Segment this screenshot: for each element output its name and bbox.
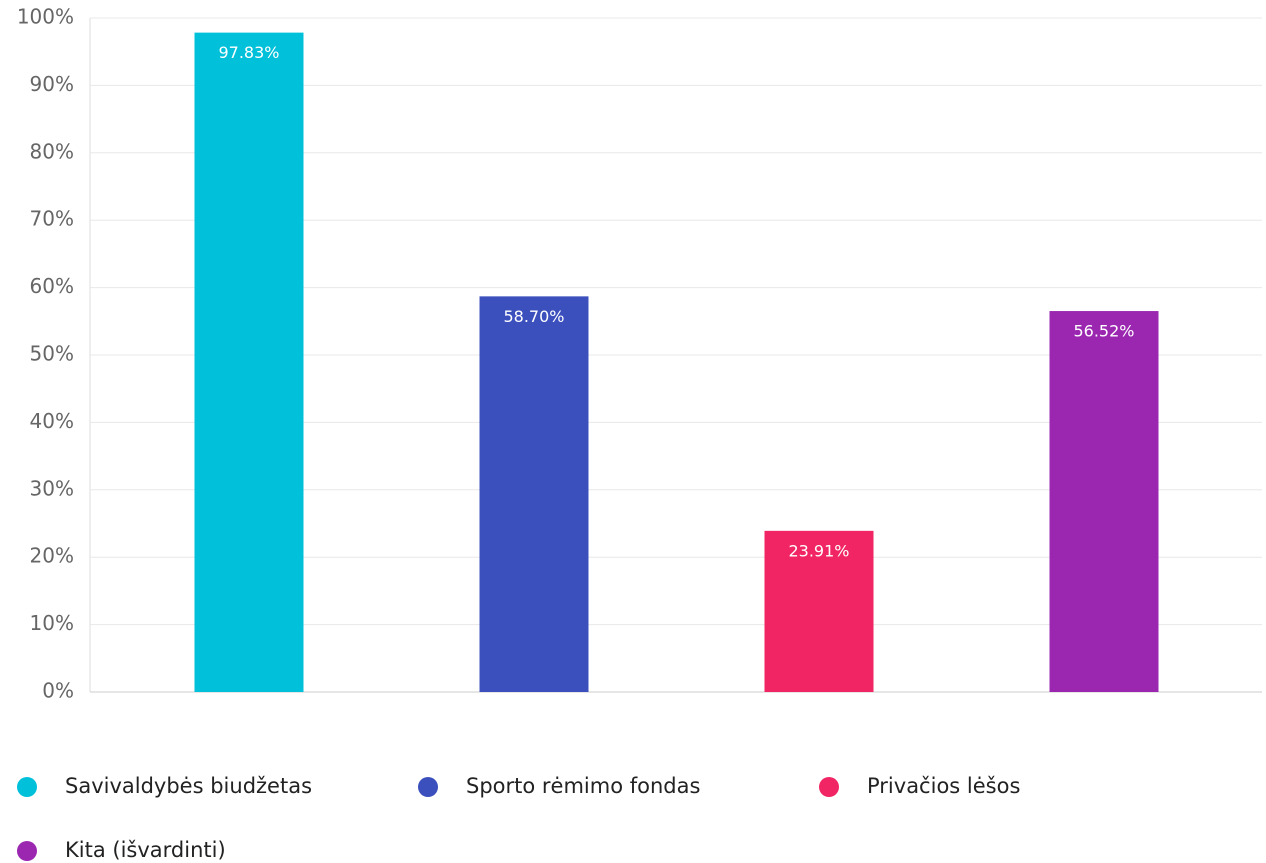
y-tick-label: 30% [30,476,74,500]
y-tick-label: 50% [30,342,74,366]
legend-marker [819,777,839,797]
y-tick-label: 10% [30,611,74,635]
legend-marker [418,777,438,797]
y-tick-label: 20% [30,544,74,568]
legend-label: Sporto rėmimo fondas [466,774,700,798]
y-tick-label: 40% [30,409,74,433]
value-label: 23.91% [788,541,849,560]
y-tick-label: 70% [30,207,74,231]
bar [764,530,874,692]
y-tick-label: 0% [42,679,74,703]
legend-label: Savivaldybės biudžetas [65,774,312,798]
legend-marker [17,777,37,797]
value-label: 97.83% [218,43,279,62]
legend-marker [17,841,37,861]
legend-label: Privačios lėšos [867,774,1020,798]
value-label: 56.52% [1073,322,1134,341]
y-tick-label: 90% [30,72,74,96]
value-label: 58.70% [503,307,564,326]
bar [194,32,304,693]
y-tick-label: 80% [30,139,74,163]
bar [1049,311,1159,692]
y-tick-label: 60% [30,274,74,298]
y-tick-label: 100% [17,5,74,29]
legend-label: Kita (išvardinti) [65,838,226,862]
bar [479,296,589,692]
